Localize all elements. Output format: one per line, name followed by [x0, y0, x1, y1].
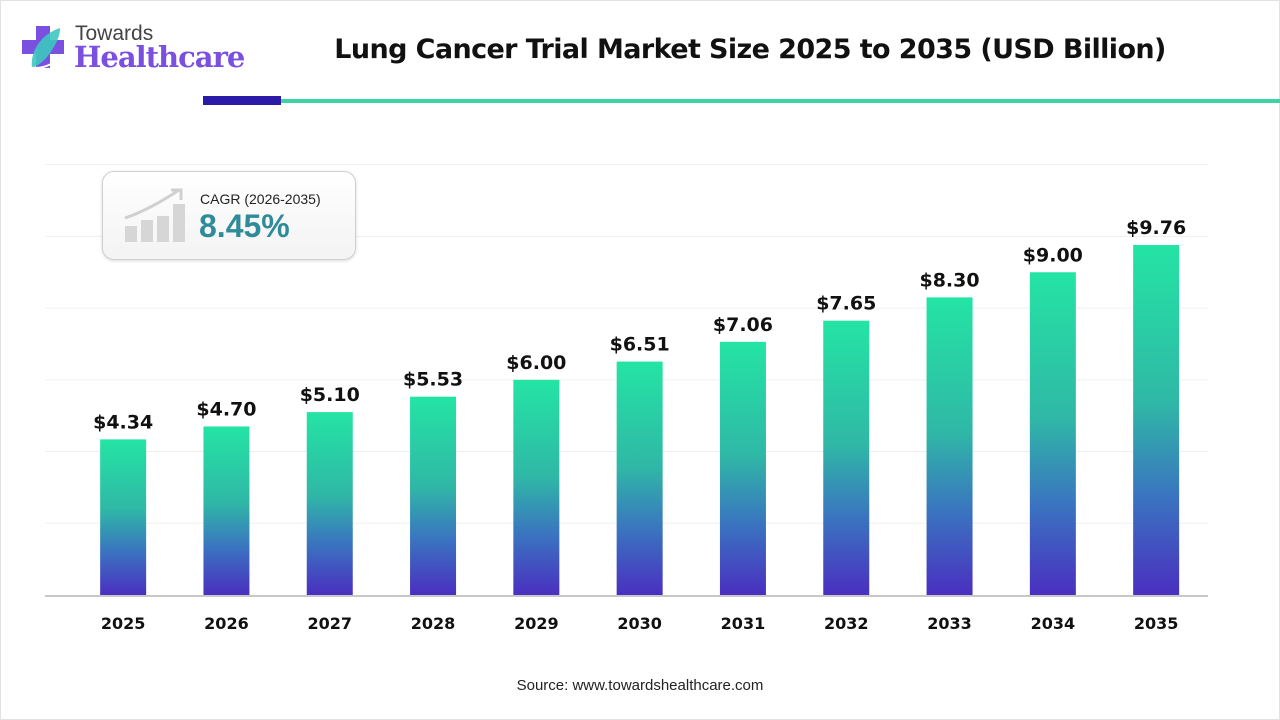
data-label: $5.10	[300, 384, 360, 406]
x-tick-label: 2027	[307, 614, 352, 633]
cagr-box: CAGR (2026-2035) 8.45%	[102, 171, 356, 260]
x-tick-label: 2028	[411, 614, 456, 633]
data-label: $7.06	[713, 314, 773, 336]
x-tick-label: 2032	[824, 614, 869, 633]
data-label: $9.76	[1126, 217, 1186, 239]
x-tick-label: 2026	[204, 614, 249, 633]
growth-chart-icon	[124, 188, 185, 242]
bar-2034	[1029, 272, 1076, 595]
brand-logo: Towards Healthcare	[22, 22, 245, 82]
data-label: $4.70	[196, 398, 256, 420]
data-label: $5.53	[403, 369, 463, 391]
x-tick-label: 2029	[514, 614, 559, 633]
data-label: $8.30	[919, 269, 979, 291]
bar-2026	[203, 426, 250, 595]
x-tick-label: 2033	[927, 614, 972, 633]
bar-2028	[410, 396, 457, 595]
data-label: $6.00	[506, 352, 566, 374]
bar-2031	[719, 341, 766, 595]
bar-2033	[926, 297, 973, 595]
brand-towards: Towards	[75, 22, 154, 45]
bar-2030	[616, 361, 663, 595]
brand-healthcare: Healthcare	[74, 40, 245, 74]
cagr-value: 8.45%	[199, 208, 290, 244]
cagr-label: CAGR (2026-2035)	[200, 191, 321, 207]
data-label: $7.65	[816, 293, 876, 315]
title-underline-light	[281, 99, 1280, 103]
data-label: $6.51	[610, 334, 670, 356]
x-tick-label: 2031	[721, 614, 766, 633]
x-tick-label: 2030	[617, 614, 662, 633]
bar-2027	[306, 412, 353, 595]
data-label: $4.34	[93, 411, 153, 433]
chart-title: Lung Cancer Trial Market Size 2025 to 20…	[334, 34, 1166, 65]
title-underline-dark	[203, 96, 281, 105]
bar-2035	[1133, 245, 1180, 595]
x-tick-label: 2025	[101, 614, 146, 633]
bar-2029	[513, 379, 560, 595]
data-label: $9.00	[1023, 244, 1083, 266]
x-tick-label: 2035	[1134, 614, 1179, 633]
medical-cross-leaf-icon	[22, 26, 64, 69]
source-note: Source: www.towardshealthcare.com	[516, 677, 764, 694]
bar-2025	[100, 439, 147, 595]
x-tick-label: 2034	[1031, 614, 1076, 633]
bar-2032	[823, 320, 870, 595]
